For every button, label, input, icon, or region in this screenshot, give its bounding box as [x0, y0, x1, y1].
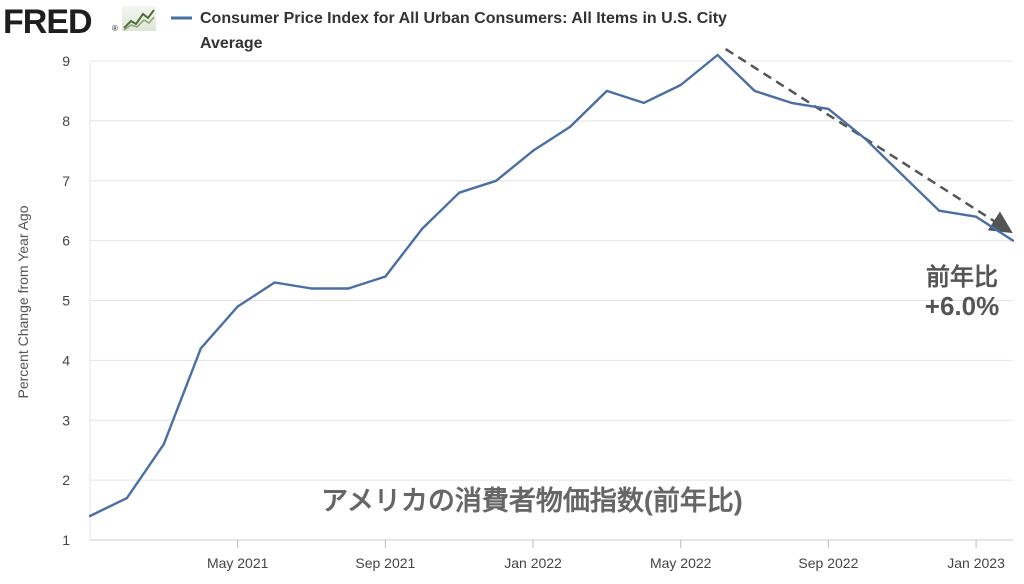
y-tick-label: 6: [62, 233, 70, 249]
data-point: [494, 179, 498, 182]
x-tick-label: May 2022: [650, 555, 712, 571]
x-tick-label: Jan 2023: [947, 555, 1005, 571]
yoy-label-line1: 前年比: [926, 263, 998, 291]
data-point: [199, 347, 202, 350]
data-point: [901, 173, 904, 176]
y-axis-label: Percent Change from Year Ago: [15, 205, 31, 398]
x-tick-label: Sep 2021: [355, 555, 415, 571]
series-layer: [88, 53, 1015, 518]
y-tick-label: 9: [62, 53, 70, 69]
chart-title-line2: Average: [200, 35, 263, 52]
data-point: [642, 101, 645, 105]
data-point: [937, 209, 941, 212]
line-chart-icon: [122, 6, 156, 31]
data-point: [974, 215, 978, 218]
data-point: [384, 275, 387, 278]
data-point: [531, 149, 535, 153]
grid-layer: [89, 60, 1013, 541]
data-point: [679, 83, 682, 87]
legend: Consumer Price Index for All Urban Consu…: [171, 10, 727, 52]
fred-logo-text: FRED: [3, 3, 92, 41]
data-point: [236, 305, 239, 308]
data-point: [1011, 239, 1015, 242]
data-point: [753, 89, 756, 93]
cpi-series-line: [89, 53, 1014, 518]
fred-logo[interactable]: FRED ®: [3, 3, 156, 41]
x-tick-label: Sep 2022: [798, 555, 858, 571]
y-tick-label: 2: [62, 472, 70, 488]
x-tick-label: May 2021: [207, 555, 269, 571]
data-point: [310, 287, 313, 290]
y-tick-label: 7: [62, 173, 70, 189]
data-point: [864, 137, 867, 141]
data-point: [716, 53, 719, 57]
data-point: [458, 191, 461, 194]
overlay-title: アメリカの消費者物価指数(前年比): [321, 485, 743, 516]
x-tick-labels: May 2021 Sep 2021 Jan 2022 May 2022 Sep 2022…: [207, 540, 1005, 571]
data-point: [790, 101, 793, 105]
data-point: [273, 281, 276, 284]
y-tick-label: 4: [62, 352, 70, 368]
y-tick-labels: 1 2 3 4 5 6 7 8 9: [62, 53, 70, 548]
data-point: [162, 443, 166, 446]
y-tick-label: 3: [62, 412, 70, 428]
data-point: [827, 107, 830, 111]
data-point: [605, 89, 609, 93]
registered-mark: ®: [112, 24, 118, 33]
x-tick-label: Jan 2022: [504, 555, 562, 571]
y-tick-label: 8: [62, 113, 70, 129]
data-point: [568, 125, 572, 129]
data-point: [347, 287, 350, 290]
y-tick-label: 5: [62, 293, 70, 309]
data-point: [88, 514, 92, 518]
chart-title-line1: Consumer Price Index for All Urban Consu…: [200, 10, 727, 27]
yoy-label-line2: +6.0%: [925, 291, 999, 321]
data-point: [421, 227, 424, 230]
data-point: [125, 496, 129, 500]
y-tick-label: 1: [62, 532, 70, 548]
